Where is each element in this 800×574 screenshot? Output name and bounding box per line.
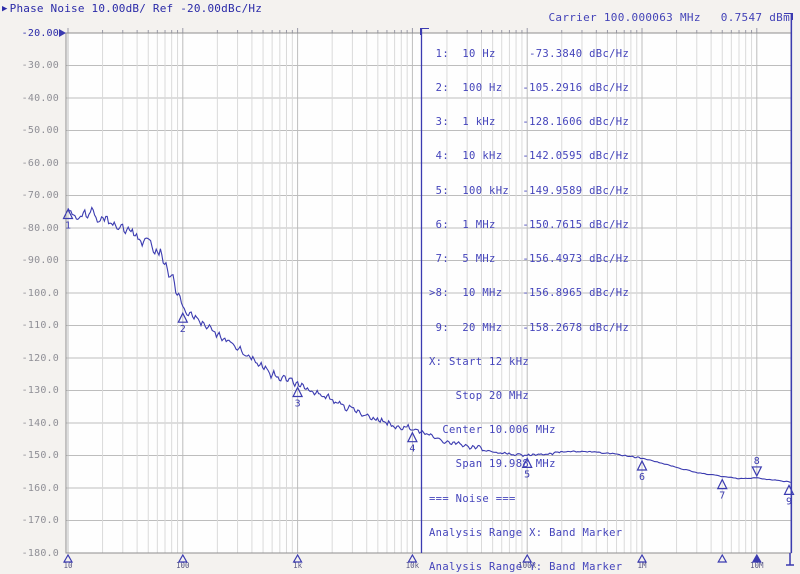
band-marker-stop-flag-icon[interactable]	[784, 13, 793, 20]
y-axis-label: -120.0	[21, 352, 59, 364]
marker-8-label: 8	[754, 456, 760, 467]
x-axis-decade-label: 100	[176, 561, 190, 570]
marker-5-label: 5	[524, 469, 530, 480]
analysis-range-x-line: Analysis Range X: Band Marker	[429, 526, 623, 539]
marker-6-axis-triangle-icon[interactable]	[636, 553, 648, 563]
trace-select-arrow-icon: ▶	[2, 3, 8, 14]
marker-8-axis-triangle-icon[interactable]	[751, 553, 762, 563]
y-axis-label: -50.00	[21, 125, 59, 136]
range-center-line: Center 10.006 MHz	[429, 424, 556, 437]
x-axis-decade-label: 10M	[750, 561, 764, 570]
y-axis-label: -30.00	[21, 60, 59, 71]
y-axis-label: -170.0	[21, 515, 59, 526]
marker-6-triangle-icon[interactable]	[636, 459, 648, 471]
y-axis-label: -150.0	[21, 450, 59, 461]
x-axis-decade-label: 100k	[518, 561, 537, 570]
carrier-frequency: Carrier 100.000063 MHz	[548, 11, 701, 24]
marker-row-7: 7: 5 MHz -156.4973 dBc/Hz	[429, 253, 630, 266]
marker-7-triangle-icon[interactable]	[716, 478, 728, 490]
marker-row-1: 1: 10 Hz -73.3840 dBc/Hz	[429, 47, 630, 60]
marker-1-label: 1	[65, 220, 71, 231]
y-axis-label: -160.0	[21, 482, 59, 494]
x-axis-decade-label: 1k	[293, 561, 303, 570]
marker-1-triangle-icon[interactable]	[62, 208, 74, 220]
x-axis-decade-label: 1M	[637, 561, 647, 570]
marker-row-6: 6: 1 MHz -150.7615 dBc/Hz	[429, 218, 630, 231]
marker-6-label: 6	[639, 472, 645, 483]
marker-2-triangle-icon[interactable]	[177, 311, 189, 323]
marker-3-triangle-icon[interactable]	[292, 386, 304, 398]
y-axis-label: -90.00	[21, 255, 59, 266]
y-axis-labels: -20.00 -30.00 -40.00 -50.00 -60.00 -70.00 -80.…	[0, 0, 62, 574]
y-axis-label: -60.00	[21, 157, 59, 169]
marker-4-label: 4	[409, 444, 415, 455]
x-axis-decade-label: 10k	[406, 561, 420, 570]
band-marker-start-flag-icon[interactable]	[420, 28, 429, 35]
y-axis-label: -40.00	[21, 92, 59, 104]
marker-row-3: 3: 1 kHz -128.1606 dBc/Hz	[429, 116, 630, 129]
marker-row-2: 2: 100 Hz -105.2916 dBc/Hz	[429, 82, 630, 95]
marker-7-axis-triangle-icon[interactable]	[717, 553, 728, 563]
y-axis-label: -130.0	[21, 385, 59, 396]
marker-3-axis-triangle-icon[interactable]	[292, 553, 303, 563]
marker-9-triangle-icon[interactable]	[783, 484, 795, 495]
range-span-line: Span 19.988 MHz	[429, 458, 556, 471]
marker-2-axis-triangle-icon[interactable]	[177, 553, 188, 563]
range-stop-line: Stop 20 MHz	[429, 390, 530, 402]
y-axis-label: -140.0	[21, 417, 59, 429]
marker-3-label: 3	[295, 399, 301, 410]
marker-4-triangle-icon[interactable]	[406, 431, 418, 443]
marker-8-triangle-icon[interactable]	[751, 466, 763, 478]
trace-info-bar: ▶ Phase Noise 10.00dB/ Ref -20.00dBc/Hz	[2, 2, 262, 15]
y-axis-label: -110.0	[21, 320, 59, 331]
y-axis-label: -180.0	[21, 547, 59, 559]
analysis-range-y-line: Analysis Range Y: Band Marker	[429, 561, 623, 574]
marker-row-9: 9: 20 MHz -158.2678 dBc/Hz	[429, 321, 630, 334]
carrier-readout: Carrier 100.000063 MHz 0.7547 dBm	[548, 11, 790, 24]
ref-level-label[interactable]: -20.00	[21, 27, 59, 39]
marker-row-5: 5: 100 kHz -149.9589 dBc/Hz	[429, 184, 630, 197]
x-axis-decade-label: 10	[63, 561, 73, 570]
marker-9-label: 9	[786, 496, 792, 507]
noise-section-title: === Noise ===	[429, 492, 516, 505]
ref-level-arrow-icon	[59, 29, 66, 37]
y-axis-label: -70.00	[21, 190, 59, 201]
range-start-line: X: Start 12 kHz	[429, 355, 530, 368]
y-axis-label: -80.00	[21, 222, 59, 234]
marker-4-axis-triangle-icon[interactable]	[407, 553, 418, 563]
marker-5-triangle-icon[interactable]	[521, 457, 533, 468]
measurement-readout-panel: 1: 10 Hz -73.3840 dBc/Hz 2: 100 Hz -105.…	[429, 26, 669, 574]
marker-1-axis-triangle-icon[interactable]	[62, 553, 74, 563]
marker-row-4: 4: 10 kHz -142.0595 dBc/Hz	[429, 150, 630, 163]
marker-7-label: 7	[719, 491, 725, 502]
marker-2-label: 2	[180, 324, 186, 335]
trace-label[interactable]: Phase Noise 10.00dB/ Ref -20.00dBc/Hz	[9, 2, 263, 15]
y-axis-label: -100.0	[21, 287, 59, 299]
marker-5-axis-triangle-icon[interactable]	[522, 553, 533, 563]
phase-noise-trace	[67, 206, 791, 483]
marker-row-8: >8: 10 MHz -156.8965 dBc/Hz	[429, 287, 630, 300]
carrier-power: 0.7547 dBm	[720, 11, 790, 24]
